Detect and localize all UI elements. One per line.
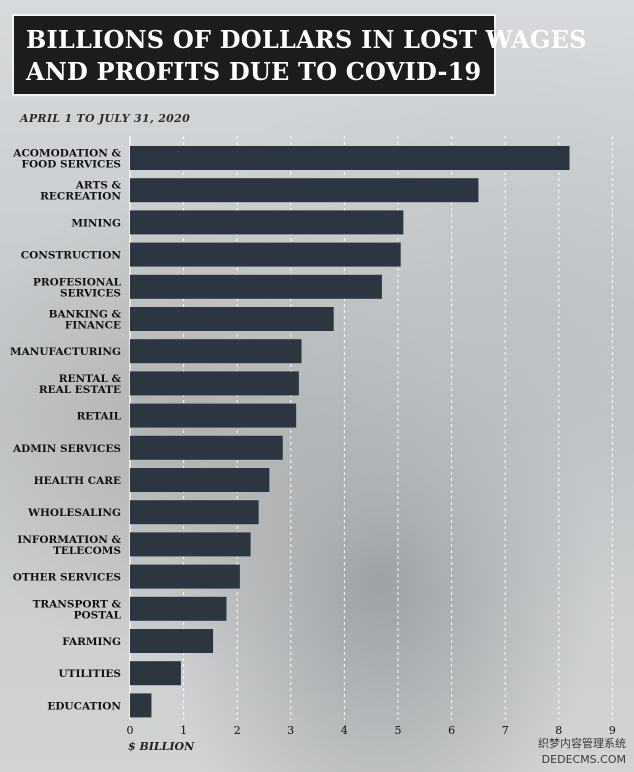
x-tick-label: 4: [341, 724, 348, 737]
bar: [130, 146, 570, 170]
bar: [130, 210, 404, 235]
chart-title-box: BILLIONS OF DOLLARS IN LOST WAGES AND PR…: [12, 14, 586, 96]
bar: [130, 564, 240, 589]
chart-title-line-2: AND PROFITS DUE TO COVID-19: [26, 57, 482, 86]
chart-subtitle: APRIL 1 TO JULY 31, 2020: [20, 112, 191, 125]
category-label: FOOD SERVICES: [22, 159, 121, 171]
category-label: RETAIL: [77, 411, 122, 423]
bar: [130, 274, 382, 299]
category-label: TELECOMS: [53, 545, 121, 557]
category-label: MANUFACTURING: [10, 346, 121, 358]
category-label: CONSTRUCTION: [21, 250, 122, 262]
x-axis-label: $ BILLION: [128, 740, 195, 753]
x-tick-label: 3: [287, 724, 294, 737]
x-tick-label: 7: [502, 724, 509, 737]
category-label: POSTAL: [74, 609, 122, 621]
category-label: FARMING: [62, 636, 121, 648]
category-label: EDUCATION: [47, 700, 121, 712]
bar: [130, 661, 181, 686]
category-label: WHOLESALING: [27, 507, 121, 519]
category-label: SERVICES: [60, 287, 121, 299]
category-label: OTHER SERVICES: [13, 572, 121, 584]
watermark-line-1: 织梦内容管理系统: [538, 737, 626, 750]
bar: [130, 596, 227, 621]
bar: [130, 500, 259, 525]
bar: [130, 242, 401, 267]
category-label: RENTAL &: [59, 373, 122, 385]
category-label: TRANSPORT &: [33, 598, 122, 610]
x-tick-label: 9: [609, 724, 616, 737]
bar: [130, 307, 334, 331]
x-tick-label: 5: [395, 724, 402, 737]
category-label: RECREATION: [40, 191, 121, 203]
category-label: UTILITIES: [59, 668, 122, 680]
bar: [130, 693, 152, 718]
watermark: 织梦内容管理系统 DEDECMS.COM: [520, 736, 626, 768]
x-tick-label: 8: [555, 724, 562, 737]
x-tick-label: 6: [448, 724, 455, 737]
category-label: INFORMATION &: [17, 534, 121, 546]
bar: [130, 371, 299, 396]
category-label: ADMIN SERVICES: [12, 443, 121, 455]
bar: [130, 532, 251, 557]
category-label: FINANCE: [65, 320, 121, 332]
x-tick-label: 1: [180, 724, 187, 737]
category-label: REAL ESTATE: [39, 384, 121, 396]
category-label: MINING: [71, 217, 121, 229]
x-tick-label: 0: [127, 724, 134, 737]
watermark-line-2: DEDECMS.COM: [541, 753, 626, 766]
bar: [130, 629, 214, 653]
bar: [130, 339, 302, 364]
x-tick-label: 2: [234, 724, 241, 737]
bar: [130, 403, 297, 428]
bar: [130, 435, 283, 460]
category-label: BANKING &: [49, 309, 122, 321]
category-label: ACOMODATION &: [12, 148, 121, 160]
bar: [130, 178, 479, 203]
category-label: PROFESIONAL: [33, 276, 122, 288]
bar: [130, 468, 270, 492]
category-label: ARTS &: [75, 180, 122, 192]
category-label: HEALTH CARE: [34, 475, 121, 487]
